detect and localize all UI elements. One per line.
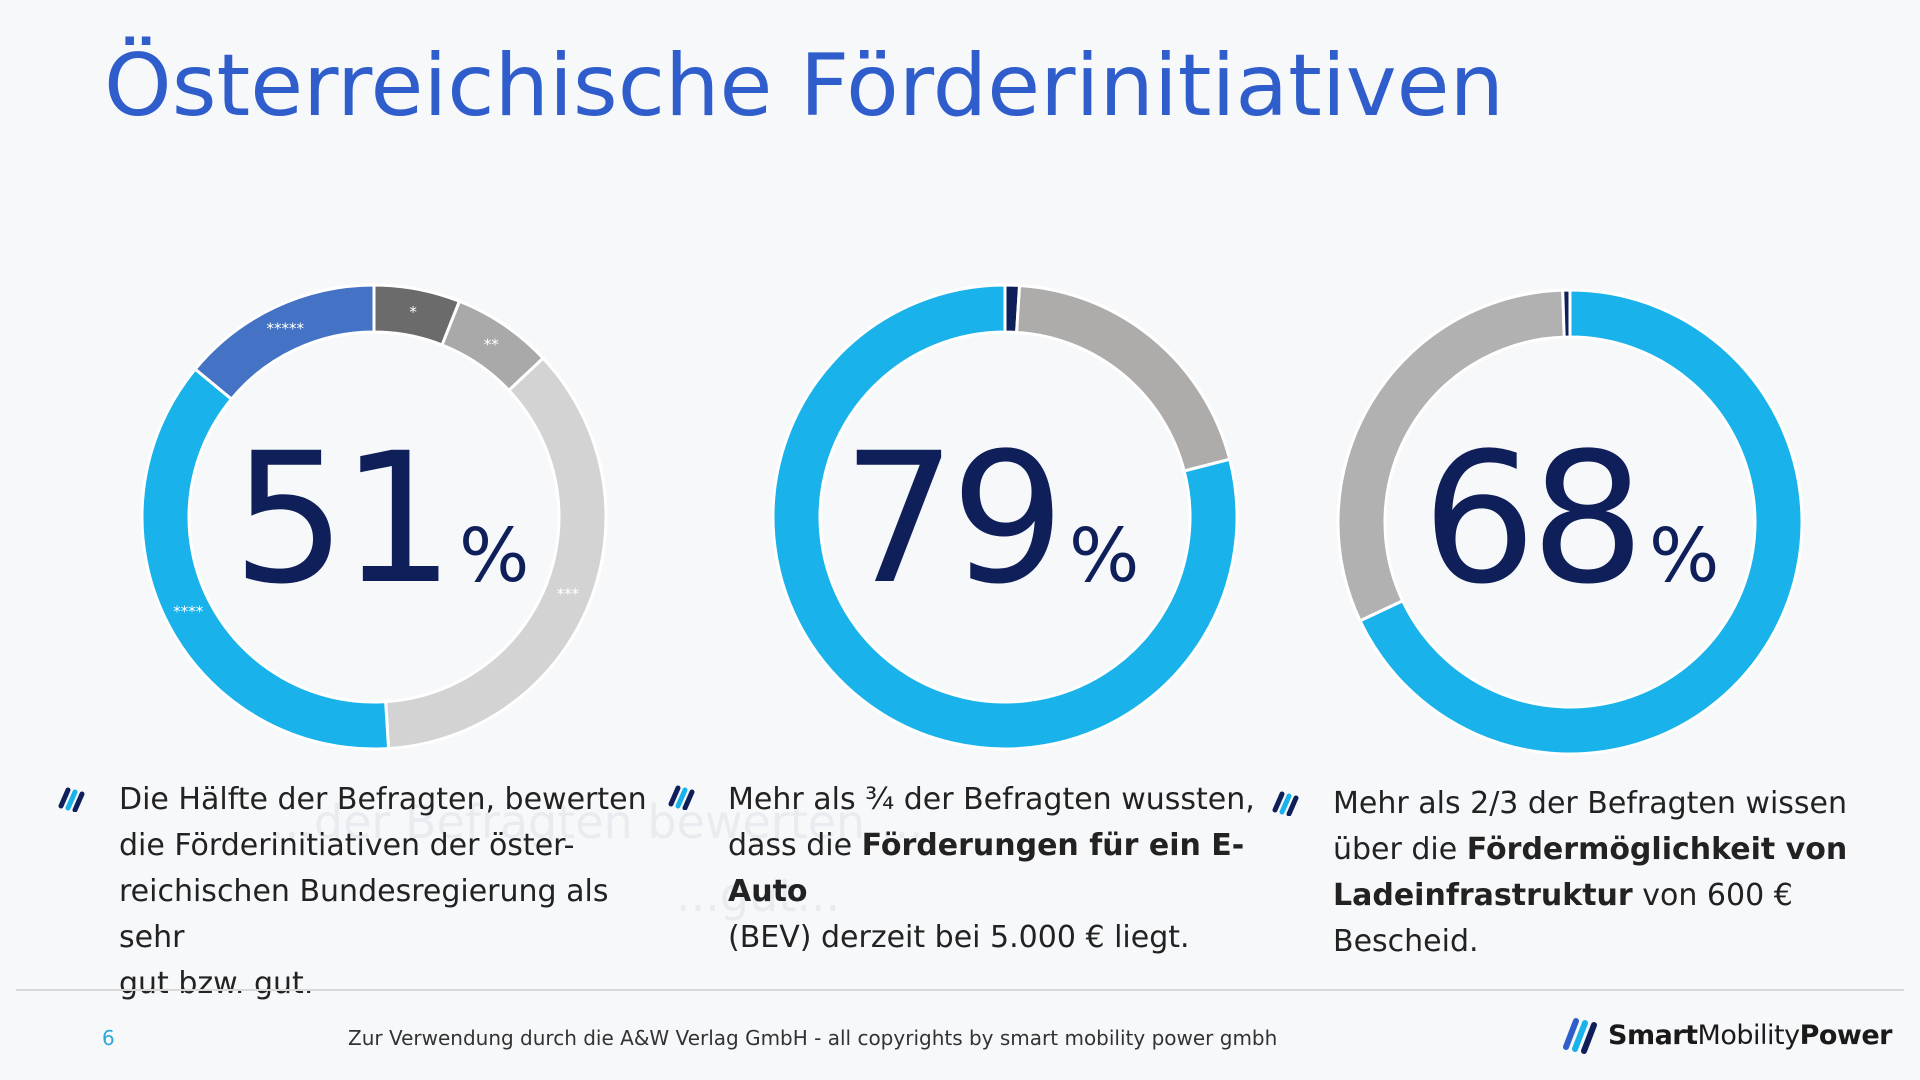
center-unit: %: [1649, 513, 1720, 599]
slash-bullet-icon: [668, 785, 695, 810]
ghost-text-2: ...gut...: [676, 868, 841, 922]
note-line: Die Hälfte der Befragten, bewerten: [119, 782, 647, 817]
slice-label: **: [484, 336, 500, 354]
slice-label: *****: [266, 319, 304, 337]
logo-mark-icon: [1563, 1018, 1597, 1054]
note-line: über die Fördermöglichkeit von: [1333, 827, 1913, 873]
slash-bullet-icon: [58, 787, 85, 812]
note-text: dass die: [728, 828, 862, 863]
center-unit: %: [1069, 513, 1140, 599]
center-number: 79: [842, 415, 1065, 624]
slice-label: ****: [173, 603, 204, 621]
note-1: Die Hälfte der Befragten, bewerten die F…: [119, 777, 679, 1007]
center-value-3: 68%: [1422, 430, 1719, 610]
brand-name: SmartMobilityPower: [1608, 1019, 1892, 1051]
center-unit: %: [459, 513, 530, 599]
donut-slice: [384, 356, 608, 751]
slash-bullet-icon: [1272, 791, 1299, 816]
donut-chart-2: [771, 283, 1239, 751]
donut-slice: [771, 283, 1239, 751]
note-line: reichischen Bundesregierung als sehr: [119, 874, 609, 955]
donut-slice: [1358, 288, 1804, 756]
donut-slice: [193, 283, 376, 402]
note-line: Mehr als ¾ der Befragten wussten,: [728, 782, 1255, 817]
donut-slice: [140, 367, 391, 751]
note-line: Mehr als 2/3 der Befragten wissen: [1333, 786, 1848, 821]
donut-chart-1: ***************: [140, 283, 608, 751]
note-text: von 600 € Bescheid.: [1333, 878, 1793, 959]
note-line: dass die Förderungen für ein E-Auto: [728, 823, 1288, 915]
note-emphasis: Förderungen für ein E-Auto: [728, 828, 1245, 909]
donut-slice: [1561, 288, 1572, 339]
page-number: 6: [102, 1026, 115, 1050]
note-line: die Förderinitiativen der öster-: [119, 828, 575, 863]
page-title: Österreichische Förderinitiativen: [104, 36, 1505, 136]
copyright-note: Zur Verwendung durch die A&W Verlag GmbH…: [348, 1026, 1278, 1050]
note-emphasis: Fördermöglichkeit von: [1466, 832, 1848, 867]
center-number: 68: [1422, 415, 1645, 624]
note-text: über die: [1333, 832, 1467, 867]
center-value-1: 51%: [232, 430, 529, 610]
ghost-text-1: ...der Befragten bewerten ...: [270, 795, 924, 849]
donut-chart-3: [1336, 288, 1804, 756]
note-2: Mehr als ¾ der Befragten wussten, dass d…: [728, 777, 1288, 961]
footer-divider: [16, 989, 1904, 991]
center-number: 51: [232, 415, 455, 624]
note-3: Mehr als 2/3 der Befragten wissen über d…: [1333, 781, 1913, 965]
note-line: Ladeinfrastruktur von 600 € Bescheid.: [1333, 873, 1913, 965]
note-line: gut bzw. gut.: [119, 966, 314, 1001]
note-line: (BEV) derzeit bei 5.000 € liegt.: [728, 920, 1190, 955]
note-emphasis: Ladeinfrastruktur: [1333, 878, 1633, 913]
center-value-2: 79%: [842, 430, 1139, 610]
slice-label: *: [409, 303, 417, 321]
brand-logo: SmartMobilityPower: [1560, 1012, 1892, 1058]
slice-label: ***: [557, 585, 580, 603]
